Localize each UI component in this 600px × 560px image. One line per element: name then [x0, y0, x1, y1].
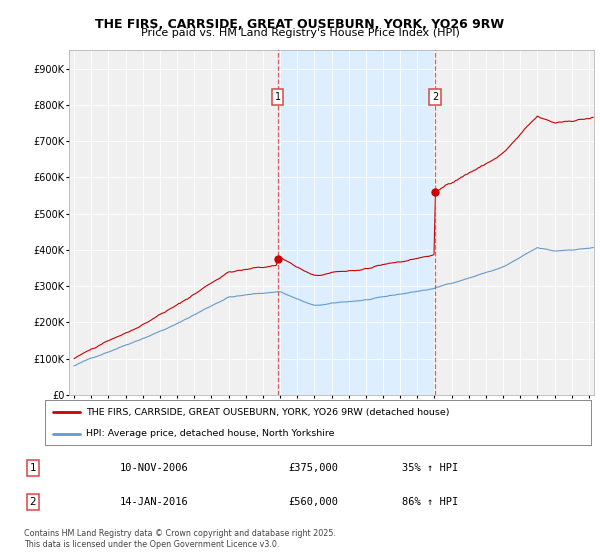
Text: £560,000: £560,000: [288, 497, 338, 507]
Text: HPI: Average price, detached house, North Yorkshire: HPI: Average price, detached house, Nort…: [86, 430, 334, 438]
Text: Contains HM Land Registry data © Crown copyright and database right 2025.
This d: Contains HM Land Registry data © Crown c…: [24, 529, 336, 549]
Text: 2: 2: [29, 497, 37, 507]
Text: Price paid vs. HM Land Registry's House Price Index (HPI): Price paid vs. HM Land Registry's House …: [140, 28, 460, 38]
Text: 86% ↑ HPI: 86% ↑ HPI: [402, 497, 458, 507]
Text: 1: 1: [29, 463, 37, 473]
Text: £375,000: £375,000: [288, 463, 338, 473]
Text: 1: 1: [275, 92, 281, 102]
Text: THE FIRS, CARRSIDE, GREAT OUSEBURN, YORK, YO26 9RW (detached house): THE FIRS, CARRSIDE, GREAT OUSEBURN, YORK…: [86, 408, 449, 417]
Bar: [278, 50, 435, 395]
Text: 10-NOV-2006: 10-NOV-2006: [120, 463, 189, 473]
Text: 14-JAN-2016: 14-JAN-2016: [120, 497, 189, 507]
Text: THE FIRS, CARRSIDE, GREAT OUSEBURN, YORK, YO26 9RW: THE FIRS, CARRSIDE, GREAT OUSEBURN, YORK…: [95, 18, 505, 31]
Text: 35% ↑ HPI: 35% ↑ HPI: [402, 463, 458, 473]
Text: 2: 2: [432, 92, 438, 102]
